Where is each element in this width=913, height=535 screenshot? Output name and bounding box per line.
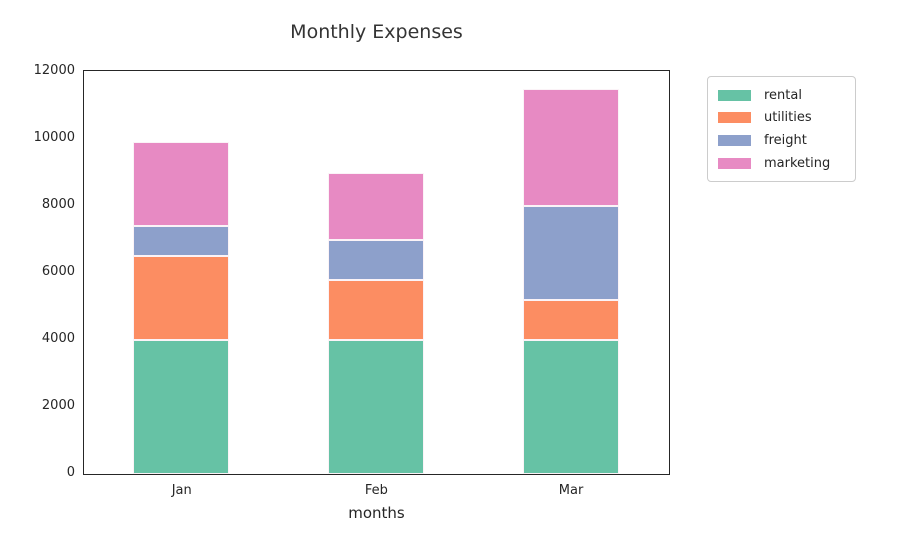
x-axis-label: months	[348, 504, 405, 522]
y-tick-label: 6000	[41, 264, 75, 280]
legend-entry-freight: freight	[708, 129, 849, 152]
x-tick-label: Feb	[364, 483, 388, 498]
bar-segment-utilities-feb	[328, 279, 424, 340]
bar-segment-rental-feb	[328, 340, 424, 474]
bar-segment-utilities-jan	[133, 256, 230, 340]
y-tick-label: 8000	[41, 197, 75, 213]
legend-entry-utilities: utilities	[708, 107, 849, 130]
x-tick-label: Mar	[558, 483, 584, 498]
x-axis-tick-labels: Jan Feb Mar	[83, 483, 670, 501]
bar-segment-freight-jan	[133, 226, 230, 257]
y-tick-label: 10000	[33, 130, 75, 146]
legend: rental utilities freight marketing	[707, 76, 856, 183]
bar-segment-rental-jan	[133, 340, 230, 474]
bar-segment-freight-mar	[522, 206, 619, 300]
legend-swatch-freight	[718, 134, 751, 146]
legend-entry-rental: rental	[708, 84, 849, 107]
legend-label: marketing	[764, 155, 831, 171]
legend-label: freight	[764, 132, 807, 148]
y-tick-label: 12000	[33, 63, 75, 79]
bar-segment-marketing-jan	[133, 142, 230, 227]
plot-area	[83, 70, 670, 475]
chart-title: Monthly Expenses	[290, 21, 463, 43]
bar-feb	[328, 71, 424, 474]
legend-swatch-utilities	[718, 112, 751, 124]
bar-segment-marketing-feb	[328, 172, 424, 240]
bar-segment-rental-mar	[522, 340, 619, 474]
legend-label: rental	[764, 87, 802, 103]
y-axis-tick-labels: 0 2000 4000 6000 8000 10000 12000	[0, 63, 75, 480]
legend-label: utilities	[764, 110, 812, 126]
legend-entry-marketing: marketing	[708, 152, 849, 175]
bar-segment-utilities-mar	[522, 299, 619, 340]
y-tick-label: 2000	[41, 398, 75, 414]
bar-segment-marketing-mar	[522, 88, 619, 206]
legend-swatch-marketing	[718, 157, 751, 169]
legend-swatch-rental	[718, 89, 751, 101]
bar-jan	[133, 71, 230, 474]
bar-segment-freight-feb	[328, 239, 424, 280]
y-tick-label: 0	[66, 465, 75, 481]
x-tick-label: Jan	[171, 483, 192, 498]
bar-mar	[522, 71, 619, 474]
y-tick-label: 4000	[41, 331, 75, 347]
